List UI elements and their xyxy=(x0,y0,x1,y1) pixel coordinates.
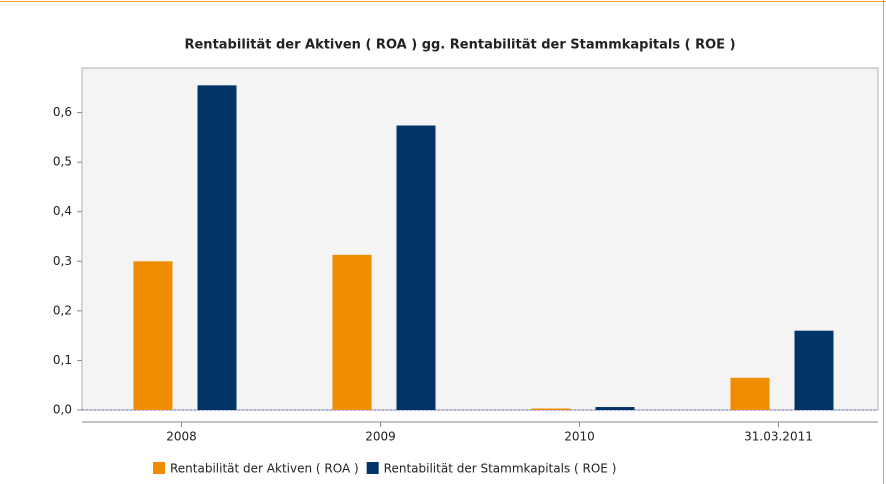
y-tick-label: 0,5 xyxy=(53,155,72,169)
bar xyxy=(396,125,436,410)
legend-swatch xyxy=(366,462,379,474)
y-tick-label: 0,2 xyxy=(53,303,72,317)
y-tick-label: 0,6 xyxy=(53,105,72,119)
bar xyxy=(531,408,571,410)
bar xyxy=(332,254,372,410)
x-tick-label: 2008 xyxy=(166,430,197,444)
bar xyxy=(794,330,834,410)
y-tick-label: 0,1 xyxy=(53,353,72,367)
x-tick-label: 31.03.2011 xyxy=(744,430,813,444)
legend-swatch xyxy=(153,462,165,474)
bar xyxy=(730,377,770,410)
bar xyxy=(595,407,635,410)
legend-label: Rentabilität der Aktiven ( ROA ) xyxy=(170,462,359,476)
y-tick-label: 0,3 xyxy=(53,254,72,268)
bar xyxy=(197,85,237,410)
bar xyxy=(133,261,173,410)
y-tick-label: 0,0 xyxy=(53,403,72,417)
chart-title: Rentabilität der Aktiven ( ROA ) gg. Ren… xyxy=(184,38,735,53)
x-tick-label: 2010 xyxy=(564,430,595,444)
y-tick-label: 0,4 xyxy=(53,204,72,218)
legend-label: Rentabilität der Stammkapitals ( ROE ) xyxy=(384,462,617,476)
x-tick-label: 2009 xyxy=(365,430,396,444)
